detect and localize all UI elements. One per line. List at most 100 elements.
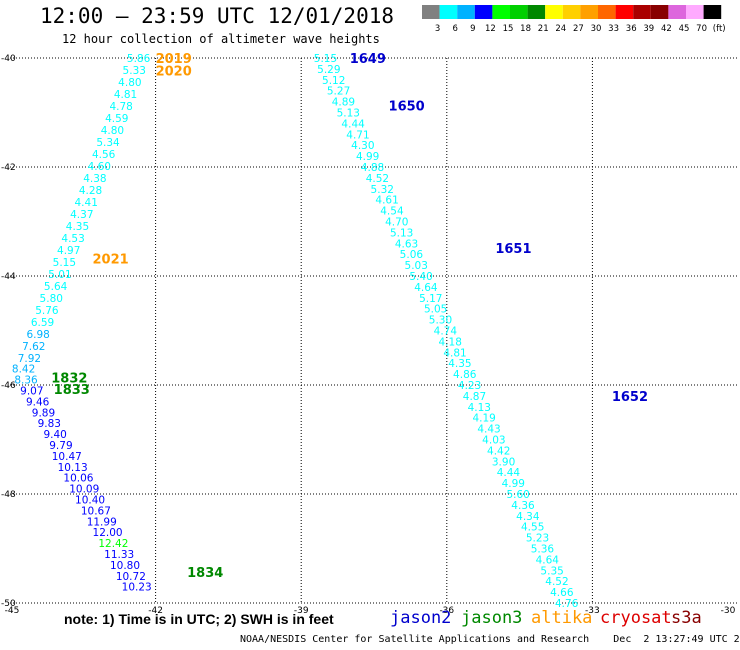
satellite-altika: altika — [531, 608, 593, 628]
swh-value: 10.09 — [69, 484, 99, 496]
legend-swatch — [615, 5, 634, 19]
swh-value: 5.15 — [314, 53, 337, 65]
swh-value: 6.98 — [26, 329, 49, 341]
pass-number-label: 2019 — [156, 52, 192, 67]
legend-swatch — [527, 5, 546, 19]
y-tick-label: -44 — [1, 272, 16, 282]
legend-swatch — [650, 5, 669, 19]
swh-value: 4.44 — [497, 467, 521, 479]
swh-value: 4.43 — [477, 424, 500, 436]
legend-label: 42 — [661, 24, 672, 34]
swh-value: 10.23 — [122, 582, 152, 594]
legend-label: 70 — [696, 24, 707, 34]
legend-label: 45 — [679, 24, 690, 34]
swh-value: 4.80 — [118, 77, 141, 89]
pass-number-label: 1652 — [612, 390, 648, 405]
swh-value: 4.37 — [70, 209, 93, 221]
swh-value: 4.64 — [536, 554, 560, 566]
swh-value: 5.05 — [424, 304, 447, 316]
swh-value: 4.13 — [468, 402, 491, 414]
swh-value: 4.87 — [463, 391, 486, 403]
swh-value: 5.30 — [429, 315, 452, 327]
swh-value: 5.36 — [531, 544, 555, 556]
chart-title: 12:00 — 23:59 UTC 12/01/2018 — [40, 4, 395, 28]
legend-swatch — [633, 5, 651, 19]
swh-value: 5.32 — [371, 184, 394, 196]
swh-value: 5.86 — [127, 53, 151, 65]
x-tick-label: -30 — [721, 606, 736, 616]
swh-value: 4.52 — [545, 576, 568, 588]
swh-value: 5.40 — [409, 271, 432, 283]
swh-value: 4.03 — [482, 435, 505, 447]
swh-value: 4.61 — [375, 195, 398, 207]
swh-value: 4.88 — [361, 162, 384, 174]
swh-value: 4.70 — [385, 217, 408, 229]
legend-label: 12 — [485, 24, 496, 34]
swh-value: 10.13 — [58, 462, 88, 474]
swh-value: 5.29 — [317, 64, 340, 76]
legend-label: (ft) — [713, 24, 726, 34]
swh-value: 7.62 — [22, 341, 45, 353]
swh-value: 5.27 — [327, 86, 350, 98]
swh-value: 10.47 — [52, 451, 82, 463]
swh-value: 4.99 — [502, 478, 525, 490]
satellite-s3a: s3a — [671, 608, 702, 628]
swh-value: 8.42 — [12, 364, 35, 376]
swh-value: 4.74 — [434, 326, 458, 338]
swh-value: 4.28 — [79, 185, 102, 197]
swh-value: 10.80 — [110, 560, 140, 572]
swh-value: 4.66 — [550, 587, 574, 599]
legend-swatch — [439, 5, 458, 19]
swh-value: 4.80 — [101, 125, 124, 137]
y-tick-label: -46 — [1, 381, 16, 391]
legend-swatch — [668, 5, 686, 19]
y-tick-label: -42 — [1, 163, 16, 173]
swh-value: 4.53 — [61, 233, 84, 245]
legend-swatch — [545, 5, 563, 19]
swh-value: 4.38 — [83, 173, 106, 185]
legend-label: 27 — [573, 24, 584, 34]
legend-swatch — [474, 5, 493, 19]
swh-value: 4.35 — [448, 358, 471, 370]
x-tick-label: -45 — [5, 606, 20, 616]
legend-label: 36 — [626, 24, 637, 34]
swh-value: 4.41 — [75, 197, 98, 209]
swh-value: 5.64 — [44, 281, 68, 293]
swh-value: 4.78 — [109, 101, 132, 113]
swh-value: 4.23 — [458, 380, 481, 392]
pass-number-label: 1834 — [187, 566, 223, 581]
swh-value: 4.64 — [414, 282, 438, 294]
x-tick-label: -33 — [585, 606, 600, 616]
y-tick-label: -48 — [1, 490, 16, 500]
swh-value: 4.30 — [351, 140, 374, 152]
legend-swatch — [562, 5, 581, 19]
legend-swatch — [580, 5, 598, 19]
swh-value: 4.86 — [453, 369, 477, 381]
satellite-jason2: jason2 — [390, 608, 452, 628]
swh-value: 4.60 — [88, 161, 111, 173]
footer-credit: NOAA/NESDIS Center for Satellite Applica… — [240, 634, 740, 645]
swh-value: 4.63 — [395, 238, 418, 250]
swh-value: 5.13 — [337, 108, 360, 120]
pass-number-label: 1833 — [54, 383, 90, 398]
swh-value: 8.36 — [14, 375, 38, 387]
swh-value: 10.67 — [81, 505, 111, 517]
swh-value: 9.89 — [32, 407, 55, 419]
swh-value: 5.06 — [400, 249, 424, 261]
swh-value: 5.35 — [540, 565, 563, 577]
swh-value: 4.34 — [516, 511, 540, 523]
swh-value: 5.60 — [506, 489, 529, 501]
swh-value: 4.89 — [332, 97, 355, 109]
swh-value: 7.92 — [18, 353, 41, 365]
swh-value: 4.71 — [346, 129, 369, 141]
swh-value: 4.59 — [105, 113, 128, 125]
swh-value: 9.07 — [20, 385, 43, 397]
pass-number-label: 1651 — [495, 242, 531, 257]
swh-value: 4.18 — [439, 336, 462, 348]
swh-value: 6.59 — [31, 317, 54, 329]
pass-number-label: 1650 — [389, 99, 425, 114]
pass-number-label: 2021 — [93, 253, 129, 268]
swh-value: 4.99 — [356, 151, 379, 163]
legend-label: 21 — [538, 24, 549, 34]
swh-value: 3.90 — [492, 456, 515, 468]
